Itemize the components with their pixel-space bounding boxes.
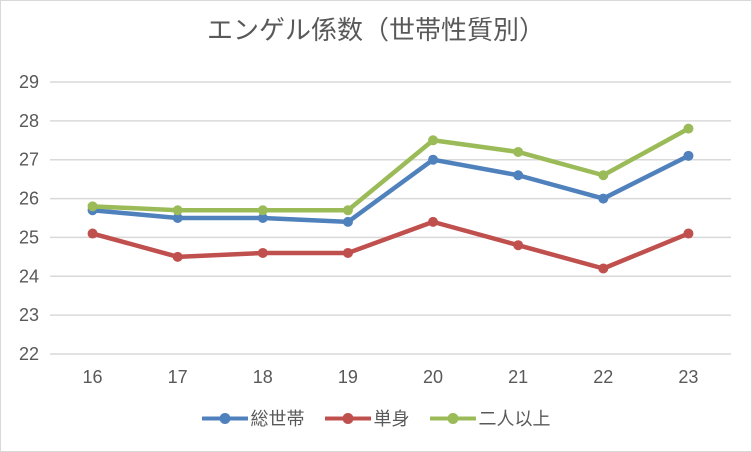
legend-label: 単身 [373,409,410,429]
legend-line-marker-icon [429,412,476,424]
series-line-0 [90,153,691,225]
data-point-marker-icon [342,216,353,227]
legend-label: 二人以上 [478,409,551,429]
data-point-marker-icon [257,213,268,223]
data-point-marker-icon [172,251,183,262]
legend-line-marker-icon [201,412,248,424]
data-point-marker-icon [683,150,694,161]
data-point-marker-icon [428,216,439,227]
legend-line-marker-icon [324,412,371,424]
data-point-marker-icon [87,228,98,239]
legend-label: 総世帯 [250,409,305,429]
data-point-marker-icon [598,170,609,181]
x-axis-tick-label: 19 [338,367,358,387]
series-line-1 [90,219,691,271]
data-point-marker-icon [683,123,694,134]
x-axis-tick-label: 22 [593,367,613,387]
data-point-marker-icon [172,205,183,216]
data-point-marker-icon [257,205,268,216]
y-axis-tick-label: 29 [19,72,39,92]
x-axis-tick-label: 18 [253,367,273,387]
legend-item: 二人以上 [429,405,551,431]
y-axis-tick-label: 26 [19,189,39,209]
data-point-marker-icon [428,135,439,146]
data-point-marker-icon [342,205,353,216]
x-axis-tick-label: 17 [168,367,188,387]
y-axis-tick-label: 23 [19,305,39,325]
data-point-marker-icon [87,201,98,212]
legend-item: 単身 [324,405,410,431]
data-point-marker-icon [683,228,694,239]
y-axis-tick-label: 27 [19,150,39,170]
x-axis-tick-label: 16 [83,367,103,387]
y-axis-tick-label: 25 [19,227,39,247]
data-point-marker-icon [598,193,609,204]
y-axis-tick-label: 24 [19,266,39,286]
y-axis-tick-label: 28 [19,111,39,131]
x-axis-tick-label: 23 [678,367,698,387]
data-point-marker-icon [513,240,524,251]
legend: 総世帯 単身 二人以上 [1,404,751,432]
series-line-2 [90,126,691,213]
data-point-marker-icon [172,213,183,223]
data-point-marker-icon [598,263,609,274]
legend-item: 総世帯 [201,405,305,431]
data-point-marker-icon [257,247,268,258]
data-point-marker-icon [342,247,353,258]
chart-title: エンゲル係数（世帯性質別） [206,15,545,45]
x-axis-tick-label: 21 [508,367,528,387]
data-point-marker-icon [513,146,524,157]
data-point-marker-icon [428,154,439,165]
x-axis-tick-label: 20 [423,367,443,387]
data-point-marker-icon [513,170,524,181]
y-axis-tick-label: 22 [19,344,39,364]
